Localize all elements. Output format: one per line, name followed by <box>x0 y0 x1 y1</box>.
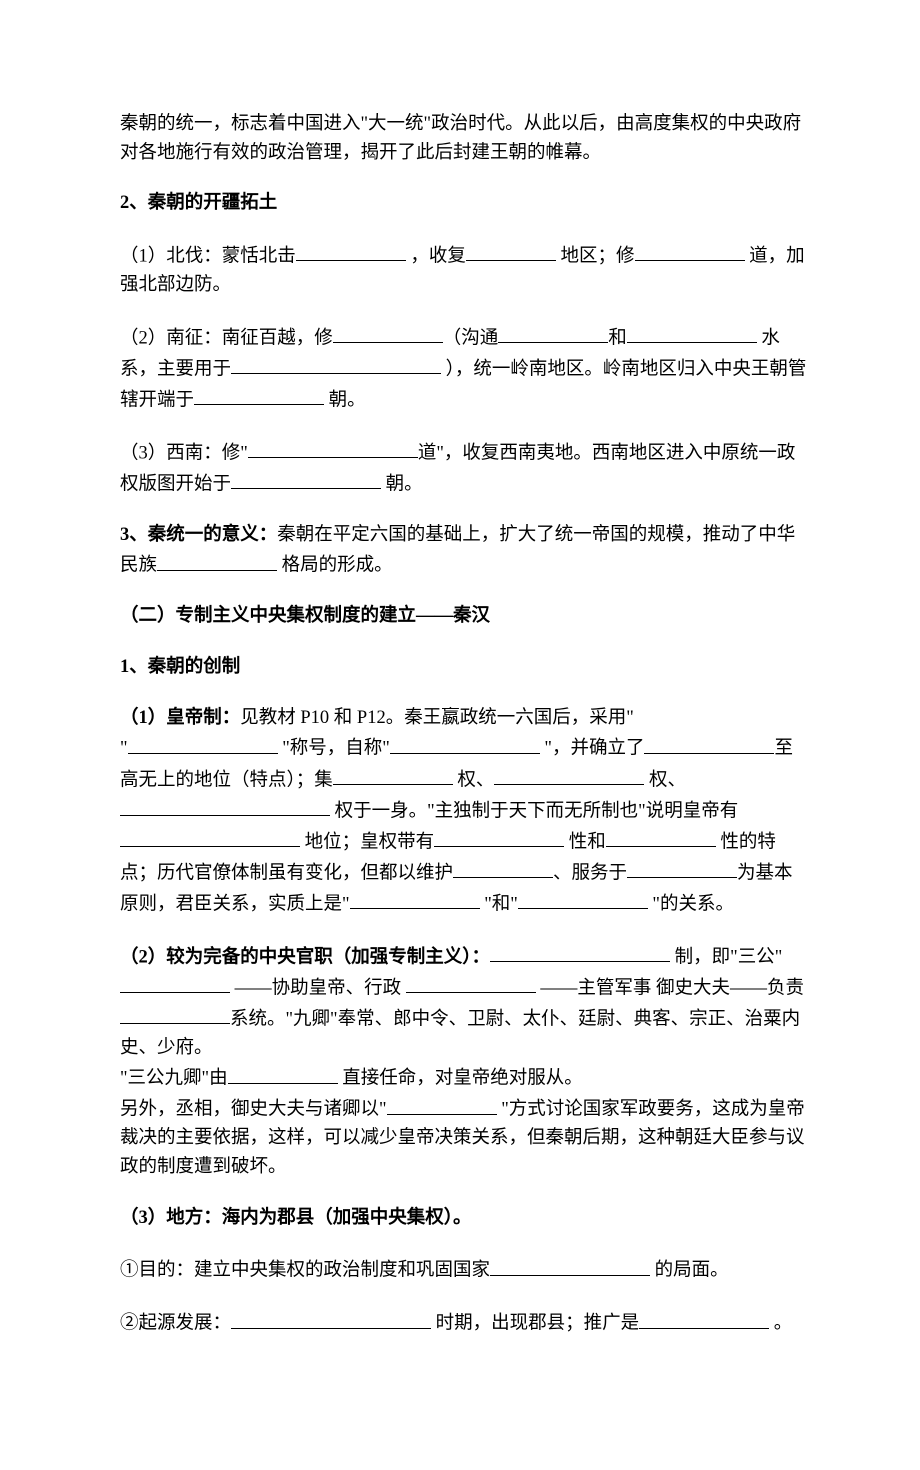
section-2-heading: 2、秦朝的开疆拓土 <box>120 189 810 218</box>
blank-field[interactable] <box>120 826 300 847</box>
text-run: （沟通 <box>443 328 499 348</box>
intro-paragraph: 秦朝的统一，标志着中国进入"大一统"政治时代。从此以后，由高度集权的中央政府对各… <box>120 110 810 167</box>
blank-field[interactable] <box>406 972 536 993</box>
text-run: 地区；修 <box>556 246 635 266</box>
s3-heading: 3、秦统一的意义： <box>120 525 277 545</box>
s21-p1: （1）皇帝制：见教材 P10 和 P12。秦王嬴政统一六国后，采用"" "称号，… <box>120 704 810 919</box>
blank-field[interactable] <box>120 1003 230 1024</box>
s21-p5: ②起源发展： 时期，出现郡县；推广是 。 <box>120 1307 810 1338</box>
blank-field[interactable] <box>128 732 278 753</box>
document-page: 秦朝的统一，标志着中国进入"大一统"政治时代。从此以后，由高度集权的中央政府对各… <box>0 0 920 1470</box>
s21-heading: 1、秦朝的创制 <box>120 653 810 682</box>
blank-field[interactable] <box>494 764 644 785</box>
blank-field[interactable] <box>231 468 381 489</box>
text-run: "的关系。 <box>648 894 734 914</box>
text-run: "，并确立了 <box>540 739 645 759</box>
text-run: 朝。 <box>381 474 423 494</box>
text-run: 。 <box>769 1314 792 1334</box>
blank-field[interactable] <box>120 972 230 993</box>
text-run: 见教材 P10 和 P12。秦王嬴政统一六国后，采用" <box>240 708 634 728</box>
blank-field[interactable] <box>518 888 648 909</box>
blank-field[interactable] <box>333 322 443 343</box>
blank-field[interactable] <box>490 941 670 962</box>
text-run: （1）北伐：蒙恬北击 <box>120 246 296 266</box>
text-run: （3）西南：修" <box>120 443 248 463</box>
s21-p4: ①目的：建立中央集权的政治制度和巩固国家 的局面。 <box>120 1254 810 1285</box>
blank-field[interactable] <box>231 1307 431 1328</box>
blank-field[interactable] <box>248 437 418 458</box>
blank-field[interactable] <box>120 795 330 816</box>
text-run: 制，即"三公" <box>670 947 782 967</box>
text-run: 、服务于 <box>553 863 627 883</box>
s2-p3: （3）西南：修"道"，收复西南夷地。西南地区进入中原统一政权版图开始于 朝。 <box>120 437 810 499</box>
blank-field[interactable] <box>390 732 540 753</box>
text-run: 地位；皇权带有 <box>300 832 434 852</box>
text-run: 权、 <box>453 770 495 790</box>
p2-label: （2）较为完备的中央官职（加强专制主义）： <box>120 947 490 967</box>
text-run: 权、 <box>644 770 686 790</box>
s2-p2: （2）南征：南征百越，修（沟通和 水系，主要用于 ），统一岭南地区。岭南地区归入… <box>120 322 810 415</box>
blank-field[interactable] <box>490 1254 650 1275</box>
text-run: （2）南征：南征百越，修 <box>120 328 333 348</box>
blank-field[interactable] <box>231 353 441 374</box>
text-run: "和" <box>480 894 518 914</box>
p1-label: （1）皇帝制： <box>120 708 240 728</box>
blank-field[interactable] <box>635 240 745 261</box>
text-run: ，收复 <box>406 246 466 266</box>
blank-field[interactable] <box>296 240 406 261</box>
blank-field[interactable] <box>387 1093 497 1114</box>
text-run: "三公九卿"由 <box>120 1069 228 1089</box>
text-run: 的局面。 <box>650 1261 729 1281</box>
blank-field[interactable] <box>644 732 774 753</box>
blank-field[interactable] <box>434 826 564 847</box>
text-run: ——主管军事 御史大夫——负责 <box>536 978 804 998</box>
text-run: ②起源发展： <box>120 1314 231 1334</box>
text-run: 另外，丞相，御史大夫与诸卿以" <box>120 1100 387 1120</box>
blank-field[interactable] <box>466 240 556 261</box>
text-run: ①目的：建立中央集权的政治制度和巩固国家 <box>120 1261 490 1281</box>
s21-p3-label: （3）地方：海内为郡县（加强中央集权）。 <box>120 1204 810 1233</box>
blank-field[interactable] <box>194 384 324 405</box>
blank-field[interactable] <box>350 888 480 909</box>
text-run: 直接任命，对皇帝绝对服从。 <box>338 1069 583 1089</box>
blank-field[interactable] <box>627 322 757 343</box>
section-ii-heading: （二）专制主义中央集权制度的建立——秦汉 <box>120 602 810 631</box>
text-run: 权于一身。"主独制于天下而无所制也"说明皇帝有 <box>330 801 738 821</box>
s3: 3、秦统一的意义：秦朝在平定六国的基础上，扩大了统一帝国的规模，推动了中华民族 … <box>120 521 810 581</box>
text-run: 性和 <box>564 832 606 852</box>
text-run: 格局的形成。 <box>277 556 393 576</box>
blank-field[interactable] <box>627 857 737 878</box>
blank-field[interactable] <box>498 322 608 343</box>
s2-p1: （1）北伐：蒙恬北击 ，收复 地区；修 道，加 强北部边防。 <box>120 240 810 300</box>
text-run: 时期，出现郡县；推广是 <box>431 1314 639 1334</box>
blank-field[interactable] <box>453 857 553 878</box>
text-run: "称号，自称" <box>278 739 390 759</box>
blank-field[interactable] <box>157 549 277 570</box>
blank-field[interactable] <box>606 826 716 847</box>
text-run: 和 <box>608 328 627 348</box>
blank-field[interactable] <box>333 764 453 785</box>
text-run: 朝。 <box>324 390 366 410</box>
s21-p2: （2）较为完备的中央官职（加强专制主义）： 制，即"三公" ——协助皇帝、行政 … <box>120 941 810 1182</box>
blank-field[interactable] <box>639 1307 769 1328</box>
blank-field[interactable] <box>228 1062 338 1083</box>
text-run: ——协助皇帝、行政 <box>230 978 406 998</box>
